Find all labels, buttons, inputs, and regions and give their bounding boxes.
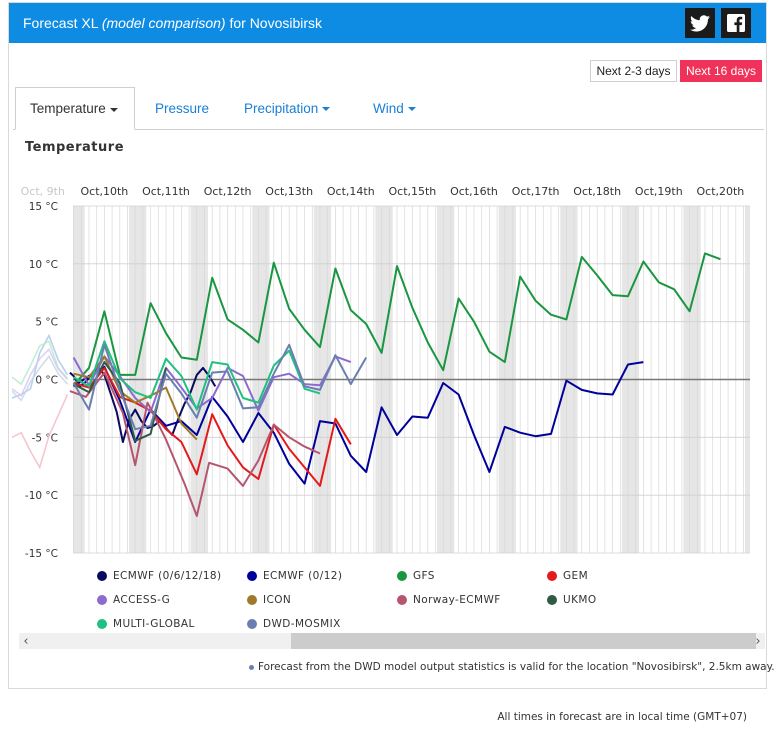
series-line-norway-ecmwf xyxy=(69,371,321,517)
twitter-button[interactable] xyxy=(685,8,715,38)
series-line-gfs xyxy=(72,252,721,386)
y-tick-label: 0 °C xyxy=(35,375,58,387)
history-line xyxy=(11,394,69,470)
y-tick-label: -15 °C xyxy=(25,548,58,560)
legend-dot xyxy=(547,571,557,581)
legend-gfs[interactable]: GFS xyxy=(397,570,435,582)
tab-bar: Temperature Pressure Precipitation Wind xyxy=(13,87,764,130)
tab-pressure-label: Pressure xyxy=(155,100,210,116)
scroll-right-icon[interactable]: › xyxy=(755,633,761,649)
legend-label: GFS xyxy=(413,570,435,582)
legend-dot xyxy=(247,595,257,605)
header-bar: Forecast XL (model comparison) for Novos… xyxy=(9,3,766,43)
x-tick-label: Oct,10th xyxy=(80,185,128,198)
x-tick-label: Oct,18th xyxy=(573,185,621,198)
x-tick-label: Oct,11th xyxy=(142,185,190,198)
series-line-multi-global xyxy=(73,340,321,411)
tab-precipitation-label: Precipitation xyxy=(244,100,319,116)
legend-label: Norway-ECMWF xyxy=(413,594,501,606)
x-tick-label: Oct,14th xyxy=(327,185,375,198)
tab-wind[interactable]: Wind xyxy=(373,87,416,129)
next-2-3-days-button[interactable]: Next 2-3 days xyxy=(590,60,677,82)
legend-ecmwf-0-12[interactable]: ECMWF (0/12) xyxy=(247,570,342,582)
legend-icon[interactable]: ICON xyxy=(247,594,291,606)
legend-label: GEM xyxy=(563,570,589,582)
legend-multi-global[interactable]: MULTI-GLOBAL xyxy=(97,618,195,630)
chevron-down-icon xyxy=(109,107,118,112)
tab-precipitation[interactable]: Precipitation xyxy=(244,87,331,129)
legend-label: ECMWF (0/12) xyxy=(263,570,343,582)
tab-temperature[interactable]: Temperature xyxy=(15,87,135,130)
page-title: Forecast XL (model comparison) for Novos… xyxy=(23,15,323,31)
facebook-button[interactable] xyxy=(721,8,751,38)
x-tick-label: Oct,19th xyxy=(635,185,683,198)
legend-access-g[interactable]: ACCESS-G xyxy=(97,594,170,606)
scroll-thumb[interactable] xyxy=(291,633,756,649)
y-tick-label: -5 °C xyxy=(32,432,58,444)
series-line-ukmo xyxy=(73,361,167,442)
timezone-note: All times in forecast are in local time … xyxy=(497,711,747,723)
legend-dot xyxy=(97,595,107,605)
footnote-dot-icon xyxy=(249,664,254,670)
legend-norway-ecmwf[interactable]: Norway-ECMWF xyxy=(397,594,501,606)
chevron-down-icon xyxy=(322,107,331,111)
dwd-footnote: Forecast from the DWD model output stati… xyxy=(249,661,775,673)
legend-ukmo[interactable]: UKMO xyxy=(547,594,597,606)
legend-dot xyxy=(97,571,107,581)
legend-label: ECMWF (0/6/12/18) xyxy=(113,570,222,582)
legend-dwd-mosmix[interactable]: DWD-MOSMIX xyxy=(247,618,341,630)
legend-dot xyxy=(397,595,407,605)
y-tick-label: 15 °C xyxy=(29,201,58,213)
series-line-ecmwf-0-12- xyxy=(73,361,644,485)
history-line xyxy=(11,348,69,397)
tab-temperature-label: Temperature xyxy=(30,101,106,116)
x-tick-label: Oct,15th xyxy=(388,185,436,198)
legend-ecmwf-0-6-12-18[interactable]: ECMWF (0/6/12/18) xyxy=(97,570,221,582)
chart-scrollbar[interactable]: ‹ › xyxy=(19,633,765,649)
x-tick-label: Oct,20th xyxy=(696,185,744,198)
legend-dot xyxy=(397,571,407,581)
footnote-text: Forecast from the DWD model output stati… xyxy=(258,661,775,673)
x-tick-label: Oct,17th xyxy=(512,185,560,198)
twitter-icon xyxy=(690,14,710,31)
legend-label: DWD-MOSMIX xyxy=(263,618,341,630)
legend-label: MULTI-GLOBAL xyxy=(113,618,195,630)
series-line-gem xyxy=(73,366,352,487)
legend-dot xyxy=(547,595,557,605)
legend-dot xyxy=(97,619,107,629)
x-tick-label: Oct,13th xyxy=(265,185,313,198)
legend-gem[interactable]: GEM xyxy=(547,570,588,582)
legend-label: ICON xyxy=(263,594,292,606)
facebook-icon xyxy=(727,14,745,32)
next-16-days-button[interactable]: Next 16 days xyxy=(680,60,762,82)
legend-label: ACCESS-G xyxy=(113,594,171,606)
chart-title: Temperature xyxy=(25,140,125,155)
history-line xyxy=(11,354,69,402)
x-tick-label: Oct, 9th xyxy=(21,185,65,198)
series-line-dwd-mosmix xyxy=(72,343,368,431)
tab-pressure[interactable]: Pressure xyxy=(155,87,209,129)
x-tick-label: Oct,12th xyxy=(204,185,252,198)
y-tick-label: 10 °C xyxy=(29,259,58,271)
chevron-down-icon xyxy=(407,107,416,111)
y-tick-label: 5 °C xyxy=(35,317,58,329)
scroll-left-icon[interactable]: ‹ xyxy=(23,633,29,649)
legend-label: UKMO xyxy=(563,594,597,606)
y-tick-label: -10 °C xyxy=(25,490,58,502)
legend-dot xyxy=(247,619,257,629)
legend-dot xyxy=(247,571,257,581)
tab-wind-label: Wind xyxy=(373,100,404,116)
x-tick-label: Oct,16th xyxy=(450,185,498,198)
